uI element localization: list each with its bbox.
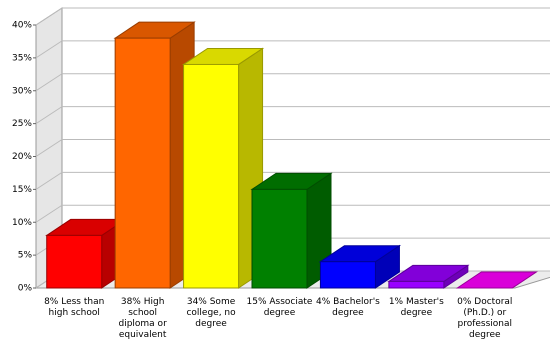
grid-line bbox=[35, 171, 63, 190]
bar bbox=[319, 261, 376, 289]
grid-line bbox=[35, 139, 63, 157]
x-tick-label: 34% Some college, no degree bbox=[186, 297, 236, 329]
y-tick-label: 30% bbox=[12, 86, 32, 96]
grid-line bbox=[35, 7, 63, 26]
bar bbox=[251, 188, 308, 289]
y-tick-label: 15% bbox=[12, 185, 32, 195]
x-tick-label: 15% Associate degree bbox=[246, 297, 313, 318]
bar bbox=[114, 37, 171, 289]
grid-line bbox=[35, 40, 63, 59]
x-tick-label: 0% Doctoral (Ph.D.) or professional degr… bbox=[457, 297, 513, 340]
bar bbox=[388, 280, 445, 289]
x-tick-label: 1% Master's degree bbox=[388, 297, 444, 318]
grid-line bbox=[35, 73, 63, 92]
x-tick-label: 4% Bachelor's degree bbox=[315, 297, 380, 318]
y-tick-label: 40% bbox=[12, 21, 32, 31]
grid-line bbox=[35, 106, 63, 125]
y-tick-label: 20% bbox=[12, 152, 32, 162]
y-tick-label: 35% bbox=[12, 53, 32, 63]
x-tick-label: 38% High school diploma or equivalent bbox=[118, 297, 167, 340]
y-tick-label: 10% bbox=[12, 218, 32, 228]
y-tick-label: 0% bbox=[18, 284, 33, 294]
bar bbox=[183, 63, 240, 289]
grid-line bbox=[35, 204, 63, 223]
y-tick-label: 5% bbox=[18, 251, 33, 261]
y-tick-label: 25% bbox=[12, 119, 32, 129]
bar-top bbox=[455, 271, 538, 289]
bar bbox=[46, 234, 103, 289]
x-tick-label: 8% Less than high school bbox=[44, 297, 105, 318]
